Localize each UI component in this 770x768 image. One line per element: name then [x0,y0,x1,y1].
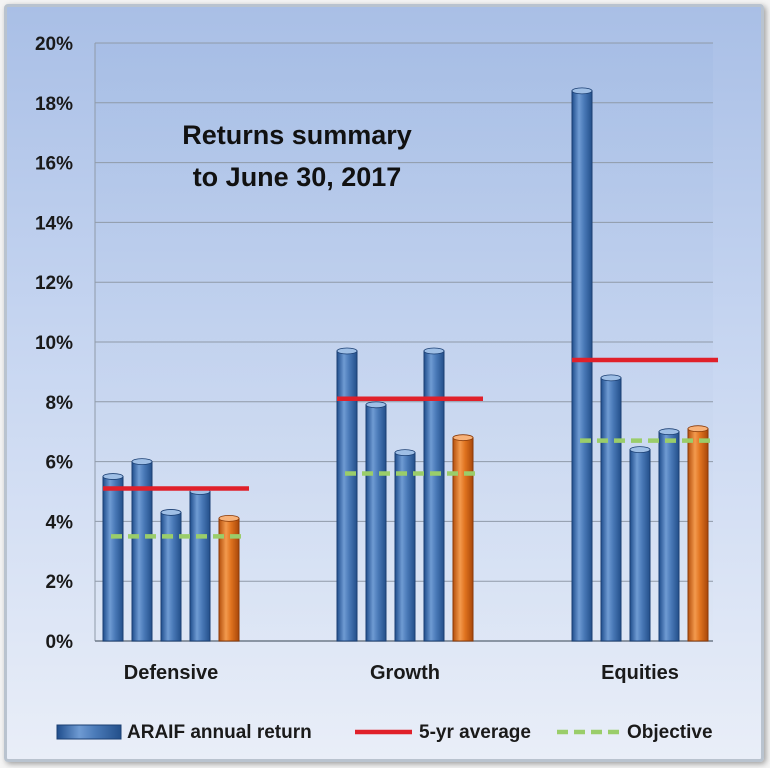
bar [658,431,680,642]
bar-cap [131,458,153,466]
y-tick-label: 10% [35,333,73,354]
y-tick-label: 14% [35,213,73,234]
bar [394,452,416,642]
y-tick-label: 2% [46,572,74,593]
legend: ARAIF annual return 5-yr average Objective [56,722,713,743]
bar [687,428,709,642]
bar-cap [571,87,593,95]
bar [102,476,124,642]
chart-title-line-2: to June 30, 2017 [193,162,402,192]
bar-cap [218,515,240,522]
bar-cap [452,434,474,442]
bar-cap [629,446,651,454]
y-tick-label: 6% [46,453,74,474]
y-axis-ticks: 0% 2% 4% 6% 8% 10% 12% 14% 16% 18% 20% [35,34,73,653]
bar [336,350,358,642]
x-category-label: Growth [370,662,440,684]
bar [571,90,593,642]
y-tick-label: 8% [46,393,74,414]
chart-frame: 0% 2% 4% 6% 8% 10% 12% 14% 16% 18% 20% Defensive Gr… [4,4,764,762]
bars [102,87,709,642]
bar-cap [687,425,709,433]
bar-cap [394,449,416,457]
chart-title-line-1: Returns summary [182,120,412,150]
bar [629,449,651,642]
chart-title: Returns summary to June 30, 2017 [182,120,412,192]
x-category-label: Equities [601,662,679,684]
bar [452,437,474,642]
y-tick-label: 18% [35,94,73,115]
bar [423,350,445,642]
bar-cap [336,347,358,355]
bar [160,511,182,642]
returns-chart: 0% 2% 4% 6% 8% 10% 12% 14% 16% 18% 20% Defensive Gr… [35,34,718,743]
y-tick-label: 16% [35,154,73,175]
bar-cap [365,401,387,409]
legend-label-annual-return: ARAIF annual return [127,722,312,743]
y-tick-label: 0% [46,632,74,653]
x-axis-categories: Defensive Growth Equities [124,662,679,684]
y-tick-label: 4% [46,512,74,533]
bar [600,377,622,642]
legend-label-objective: Objective [627,722,713,743]
x-category-label: Defensive [124,662,219,684]
bar-cap [160,509,182,516]
bar-cap [600,374,622,382]
bar-cap [658,428,680,436]
bar [189,491,211,642]
legend-swatch-annual-return [56,724,122,740]
bar-cap [102,473,124,480]
bar [365,404,387,642]
y-tick-label: 12% [35,273,73,294]
y-tick-label: 20% [35,34,73,55]
legend-label-five-yr-average: 5-yr average [419,722,531,743]
reference-lines [103,357,718,539]
bar-cap [423,347,445,355]
